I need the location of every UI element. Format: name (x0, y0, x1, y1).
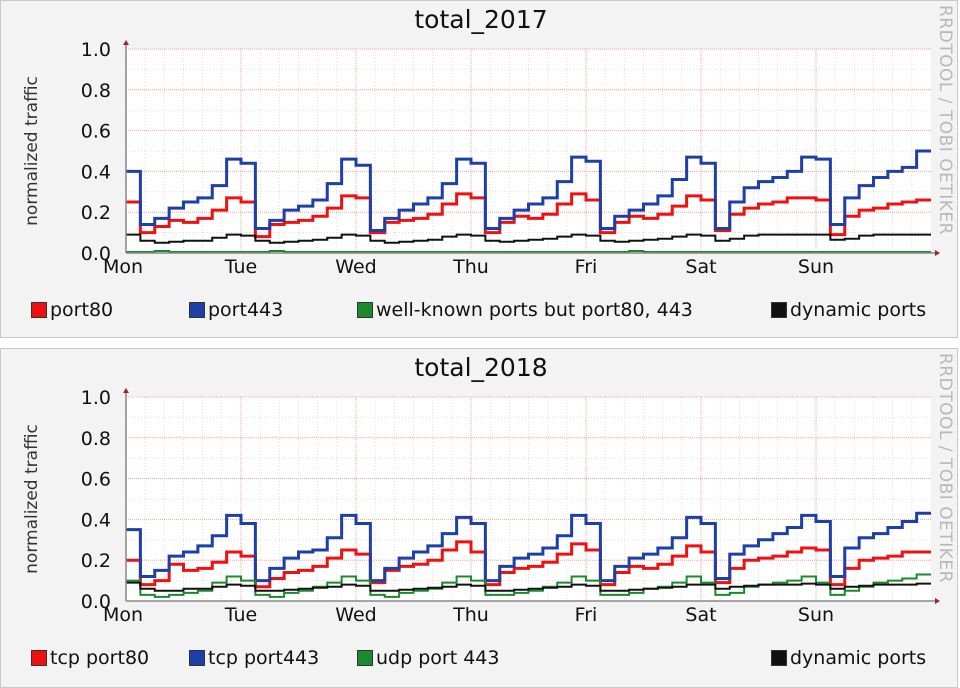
series-line-well-known-ports-but-port80-443 (126, 249, 931, 253)
x-tick-label: Sat (685, 604, 716, 626)
legend-item: dynamic ports (771, 299, 926, 321)
x-tick-label: Thu (452, 256, 489, 278)
chart-panel-2017: total_2017 RRDTOOL / TOBI OETIKER 0.0 0.2… (0, 0, 958, 338)
x-tick-label: Sun (798, 604, 834, 626)
y-axis-arrow-icon (123, 40, 129, 45)
x-tick-label: Mon (103, 604, 143, 626)
plot-area: 0.0 0.2 0.4 0.6 0.8 1.0 Mon Tue Wed Thu Fri Sat Sun n… (22, 39, 940, 278)
y-tick-label: 0.6 (81, 121, 111, 143)
x-axis-arrow-icon (935, 250, 940, 256)
x-tick-label: Sat (685, 256, 716, 278)
y-axis-label: normalized traffic (22, 424, 42, 574)
series-line-port80 (126, 192, 931, 239)
y-tick-label: 0.0 (81, 243, 111, 265)
y-tick-label: 0.0 (81, 591, 111, 613)
legend-swatch (189, 302, 205, 318)
watermark: RRDTOOL / TOBI OETIKER (935, 5, 955, 235)
legend-label: dynamic ports (790, 647, 927, 669)
y-tick-label: 1.0 (81, 39, 111, 61)
legend-item: dynamic ports (771, 647, 926, 669)
legend-item: well-known ports but port80, 443 (357, 299, 693, 321)
legend: port80 port443 well-known ports but port80… (1, 299, 960, 323)
legend: tcp port80 tcp port443 udp port 443 dynamic… (1, 647, 960, 671)
chart-title: total_2018 (414, 353, 548, 382)
legend-label: well-known ports but port80, 443 (376, 299, 693, 321)
x-axis-arrow-icon (935, 598, 940, 604)
legend-swatch (31, 302, 47, 318)
y-tick-label: 0.4 (81, 509, 111, 531)
y-tick-label: 0.2 (81, 202, 111, 224)
legend-item: port443 (189, 299, 283, 321)
legend-swatch (771, 650, 787, 666)
legend-label: port80 (50, 299, 114, 321)
legend-item: port80 (31, 299, 113, 321)
series-line-tcp-port443 (126, 511, 931, 583)
series-line-udp-port-443 (126, 573, 931, 598)
y-axis-label: normalized traffic (22, 76, 42, 226)
x-tick-label: Wed (335, 604, 376, 626)
watermark: RRDTOOL / TOBI OETIKER (935, 353, 955, 583)
y-tick-label: 0.4 (81, 161, 111, 183)
chart-panel-2018: total_2018 RRDTOOL / TOBI OETIKER 0.0 0.2… (0, 348, 958, 688)
x-tick-label: Sun (798, 256, 834, 278)
series-line-dynamic-ports (126, 581, 931, 592)
series-line-dynamic-ports (126, 233, 931, 244)
x-tick-label: Thu (452, 604, 489, 626)
y-axis-arrow-icon (123, 388, 129, 393)
x-tick-label: Wed (335, 256, 376, 278)
legend-label: dynamic ports (790, 299, 927, 321)
legend-item: tcp port80 (31, 647, 149, 669)
plot-area: 0.0 0.2 0.4 0.6 0.8 1.0 Mon Tue Wed Thu Fri Sat Sun n… (22, 387, 940, 626)
x-tick-label: Tue (224, 604, 257, 626)
y-tick-label: 0.8 (81, 428, 111, 450)
legend-swatch (771, 302, 787, 318)
y-tick-label: 0.2 (81, 550, 111, 572)
legend-swatch (357, 302, 373, 318)
y-tick-label: 1.0 (81, 387, 111, 409)
series-line-tcp-port80 (126, 540, 931, 589)
chart-title: total_2017 (414, 5, 548, 34)
y-tick-label: 0.8 (81, 80, 111, 102)
y-tick-label: 0.6 (81, 469, 111, 491)
legend-label: tcp port443 (208, 647, 320, 669)
legend-label: tcp port80 (50, 647, 150, 669)
legend-item: tcp port443 (189, 647, 319, 669)
x-tick-label: Tue (224, 256, 257, 278)
x-tick-label: Mon (103, 256, 143, 278)
legend-item: udp port 443 (357, 647, 499, 669)
legend-swatch (357, 650, 373, 666)
legend-swatch (31, 650, 47, 666)
series-line-port443 (126, 149, 931, 233)
legend-label: port443 (208, 299, 284, 321)
x-tick-label: Fri (575, 604, 598, 626)
x-tick-label: Fri (575, 256, 598, 278)
legend-label: udp port 443 (376, 647, 500, 669)
legend-swatch (189, 650, 205, 666)
